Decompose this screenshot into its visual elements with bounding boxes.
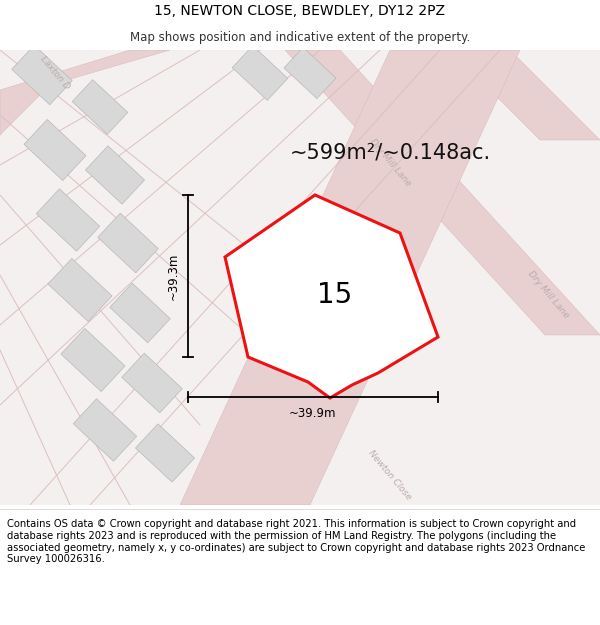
Polygon shape bbox=[450, 50, 600, 140]
Polygon shape bbox=[180, 50, 520, 505]
Text: ~599m²/~0.148ac.: ~599m²/~0.148ac. bbox=[290, 143, 491, 163]
Polygon shape bbox=[73, 399, 137, 461]
Text: Laxton D: Laxton D bbox=[38, 54, 71, 91]
Polygon shape bbox=[285, 50, 600, 335]
Text: 15: 15 bbox=[317, 281, 353, 309]
Polygon shape bbox=[122, 353, 182, 412]
Text: Dry Mill Lane: Dry Mill Lane bbox=[368, 138, 412, 188]
Polygon shape bbox=[232, 46, 288, 101]
Polygon shape bbox=[48, 259, 112, 321]
Polygon shape bbox=[280, 261, 330, 309]
Polygon shape bbox=[110, 283, 170, 342]
Polygon shape bbox=[24, 119, 86, 181]
Polygon shape bbox=[136, 424, 194, 482]
Polygon shape bbox=[225, 195, 438, 398]
Text: Dry Mill Lane: Dry Mill Lane bbox=[526, 269, 571, 321]
Polygon shape bbox=[12, 45, 72, 105]
Polygon shape bbox=[284, 48, 336, 99]
Polygon shape bbox=[287, 311, 332, 355]
Polygon shape bbox=[85, 146, 145, 204]
Text: ~39.9m: ~39.9m bbox=[289, 407, 337, 420]
Text: 15, NEWTON CLOSE, BEWDLEY, DY12 2PZ: 15, NEWTON CLOSE, BEWDLEY, DY12 2PZ bbox=[155, 4, 445, 18]
Text: Contains OS data © Crown copyright and database right 2021. This information is : Contains OS data © Crown copyright and d… bbox=[7, 519, 586, 564]
Polygon shape bbox=[72, 79, 128, 134]
Polygon shape bbox=[0, 50, 170, 135]
Polygon shape bbox=[61, 329, 125, 391]
Text: Map shows position and indicative extent of the property.: Map shows position and indicative extent… bbox=[130, 31, 470, 44]
Text: Newton Close: Newton Close bbox=[367, 449, 413, 501]
Text: ~39.3m: ~39.3m bbox=[167, 253, 180, 299]
Polygon shape bbox=[98, 213, 158, 272]
Polygon shape bbox=[36, 189, 100, 251]
